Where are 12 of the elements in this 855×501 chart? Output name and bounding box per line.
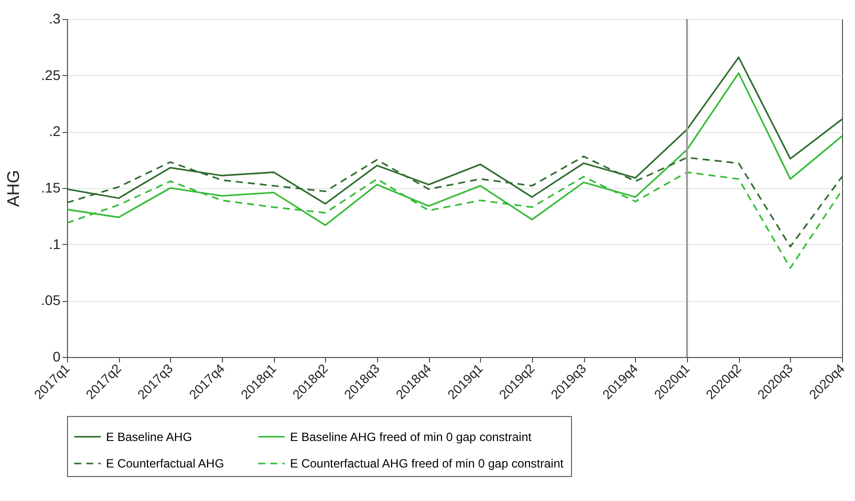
y-tick-label: 0 (52, 348, 61, 364)
y-tick-label: .05 (41, 292, 61, 308)
y-tick-label: .2 (48, 123, 61, 140)
y-axis-title: AHG (4, 170, 24, 207)
legend-label: E Counterfactual AHG freed of min 0 gap constraint (290, 456, 564, 470)
y-tick-label: .25 (41, 66, 61, 83)
legend-label: E Baseline AHG (106, 430, 192, 444)
legend-label: E Counterfactual AHG (106, 456, 224, 470)
y-tick-label: .3 (48, 10, 61, 26)
y-tick-label: .1 (48, 236, 61, 252)
y-tick-label: .15 (41, 180, 61, 196)
legend-label: E Baseline AHG freed of min 0 gap constraint (290, 430, 532, 444)
